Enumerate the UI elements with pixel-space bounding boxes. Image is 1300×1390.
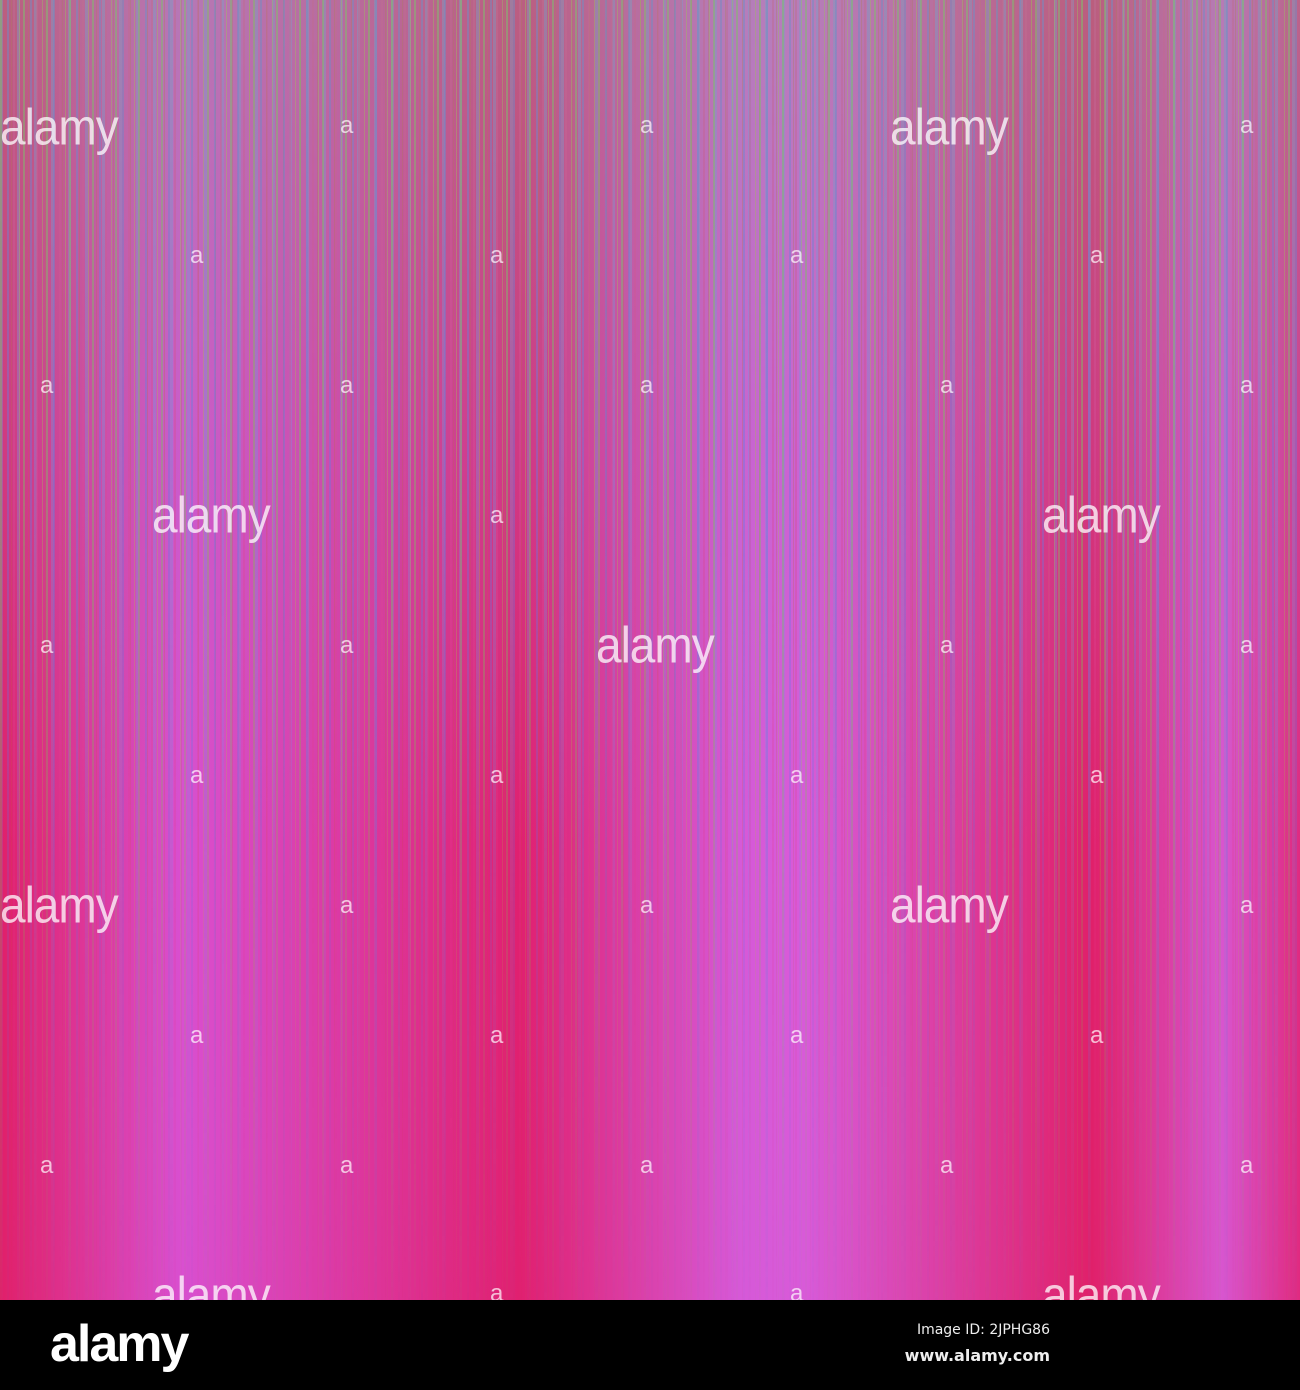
watermark-letter: a: [1240, 1152, 1254, 1179]
watermark-letter: a: [40, 372, 54, 399]
watermark-word: alamy: [1042, 1266, 1161, 1300]
watermark-letter: a: [640, 112, 654, 139]
watermark-letter: a: [40, 1152, 54, 1179]
watermark-letter: a: [490, 502, 504, 529]
watermark-letter: a: [1090, 1022, 1104, 1049]
watermark-letter: a: [490, 242, 504, 269]
watermark-letter: a: [490, 1280, 504, 1300]
watermark-word: alamy: [152, 1266, 271, 1300]
watermark-letter: a: [1090, 762, 1104, 789]
watermark-letter: a: [340, 112, 354, 139]
watermark-letter: a: [490, 1022, 504, 1049]
vertical-stripes: [0, 0, 1300, 1300]
watermark-word: alamy: [0, 98, 119, 156]
watermark-word: alamy: [152, 486, 271, 544]
abstract-vertical-lines-artwork: alamy alamy alamy alamy alamy alamy alamy alamy…: [0, 0, 1300, 1300]
top-color-wash: [0, 0, 1300, 1300]
watermark-letter: a: [790, 1022, 804, 1049]
watermark-word: alamy: [596, 616, 715, 674]
watermark-letter: a: [790, 762, 804, 789]
watermark-letter: a: [40, 632, 54, 659]
watermark-letter: a: [190, 242, 204, 269]
watermark-letter: a: [640, 892, 654, 919]
watermark-letter: a: [1240, 112, 1254, 139]
footer-bar: alamy Image ID: 2JPHG86 www.alamy.com: [0, 1300, 1300, 1390]
watermark-letter: a: [940, 372, 954, 399]
watermark-letter: a: [790, 1280, 804, 1300]
watermark-letter: a: [790, 242, 804, 269]
watermark-letter: a: [1090, 242, 1104, 269]
watermark-word: alamy: [890, 98, 1009, 156]
watermark-letter: a: [1240, 892, 1254, 919]
watermark-letter: a: [340, 1152, 354, 1179]
watermark-word: alamy: [890, 876, 1009, 934]
watermark-letter: a: [340, 892, 354, 919]
watermark-letter: a: [1240, 372, 1254, 399]
watermark-letter: a: [490, 762, 504, 789]
watermark-letter: a: [340, 372, 354, 399]
watermark-letter: a: [940, 632, 954, 659]
watermark-letter: a: [190, 1022, 204, 1049]
alamy-logo: alamy: [50, 1315, 189, 1373]
watermark-word: alamy: [1042, 486, 1161, 544]
watermark-letter: a: [640, 372, 654, 399]
watermark-letter: a: [340, 632, 354, 659]
watermark-letter: a: [1240, 632, 1254, 659]
watermark-word: alamy: [0, 876, 119, 934]
image-id: Image ID: 2JPHG86: [916, 1322, 1050, 1338]
watermark-letter: a: [940, 1152, 954, 1179]
website-url: www.alamy.com: [904, 1346, 1050, 1365]
watermark-letter: a: [190, 762, 204, 789]
watermark-letter: a: [640, 1152, 654, 1179]
